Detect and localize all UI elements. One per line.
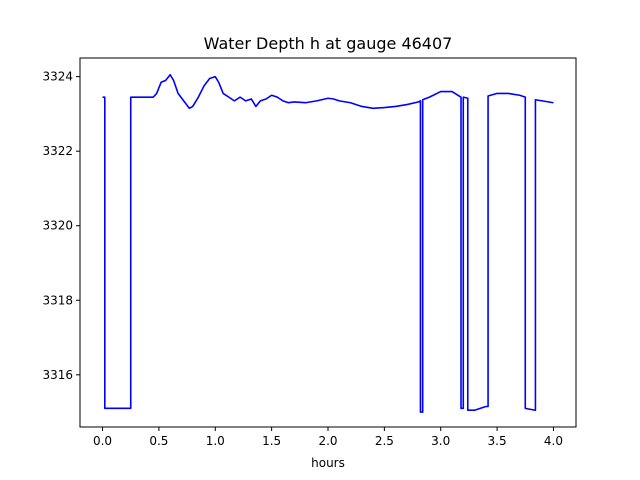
x-tick-label: 2.0 xyxy=(318,434,337,448)
x-tick-label: 0.0 xyxy=(93,434,112,448)
y-tick-label: 3320 xyxy=(42,219,73,233)
x-tick-label: 0.5 xyxy=(149,434,168,448)
x-axis-label: hours xyxy=(311,456,345,470)
x-tick-label: 3.0 xyxy=(431,434,450,448)
plot-frame xyxy=(79,57,577,428)
y-axis: 3316 3318 3320 3322 3324 xyxy=(42,70,80,382)
x-tick-label: 1.5 xyxy=(262,434,281,448)
series-layer xyxy=(102,73,554,413)
series-line-0 xyxy=(102,73,554,413)
chart-title: Water Depth h at gauge 46407 xyxy=(204,34,453,53)
y-tick-label: 3322 xyxy=(42,144,73,158)
x-tick-label: 2.5 xyxy=(375,434,394,448)
x-tick-label: 4.0 xyxy=(544,434,563,448)
plot-area xyxy=(80,58,576,427)
x-tick-label: 1.0 xyxy=(206,434,225,448)
x-axis: 0.0 0.5 1.0 1.5 2.0 2.5 3.0 3.5 4.0 xyxy=(93,427,563,448)
y-tick-label: 3324 xyxy=(42,70,73,84)
y-tick-label: 3316 xyxy=(42,368,73,382)
x-tick-label: 3.5 xyxy=(488,434,507,448)
y-tick-label: 3318 xyxy=(42,293,73,307)
